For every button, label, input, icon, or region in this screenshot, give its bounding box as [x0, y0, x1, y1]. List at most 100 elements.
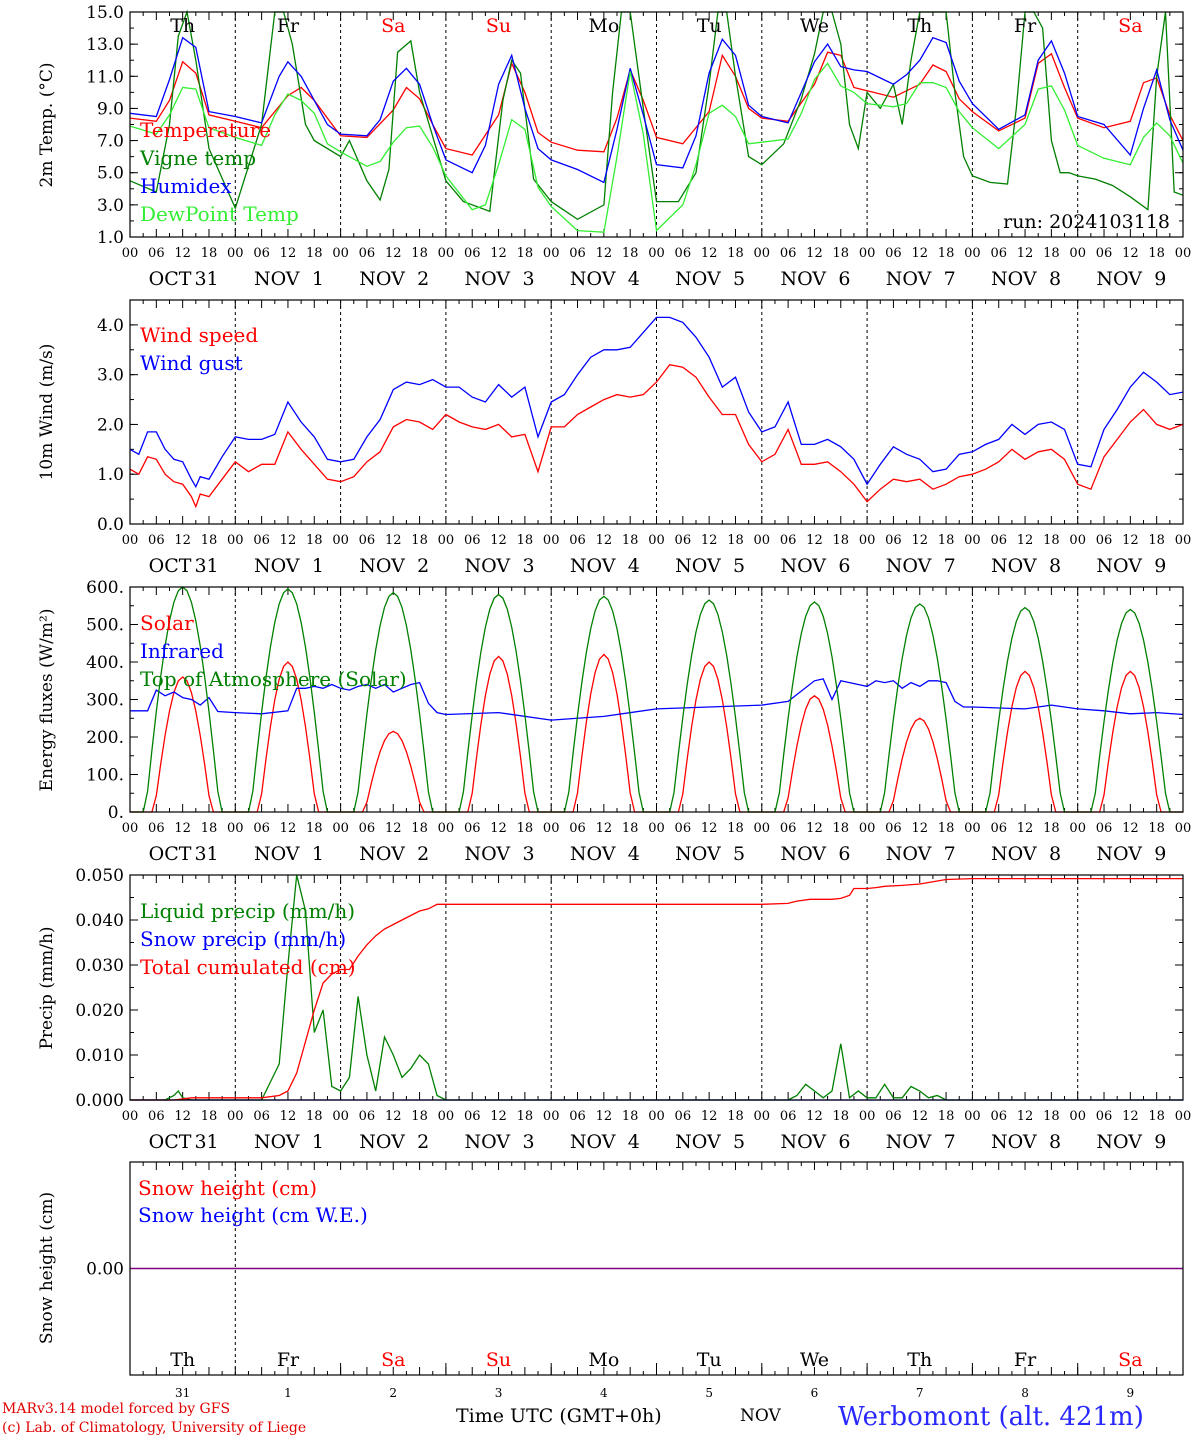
- plot-frame: [129, 11, 1184, 238]
- day-name-label: Tu: [697, 1349, 722, 1371]
- series-line: [130, 877, 1183, 1101]
- hour-tick-label: 06: [253, 246, 270, 261]
- legend-entry: DewPoint Temp: [140, 202, 299, 226]
- date-month-label: NOV: [570, 843, 616, 865]
- hour-tick-label: 12: [806, 1109, 823, 1124]
- legend-entry: Total cumulated (cm): [140, 955, 356, 979]
- hour-tick-label: 12: [1017, 246, 1034, 261]
- hour-tick-label: 06: [359, 1109, 376, 1124]
- hour-tick-label: 12: [911, 533, 928, 548]
- legend-entry: Snow height (cm W.E.): [138, 1203, 368, 1227]
- hour-tick-label: 12: [385, 533, 402, 548]
- hour-tick-label: 00: [1069, 246, 1086, 261]
- date-month-label: NOV: [780, 555, 826, 577]
- hour-tick-label: 06: [990, 533, 1007, 548]
- hour-tick-label: 06: [675, 821, 692, 836]
- month-label: NOV: [740, 1406, 781, 1426]
- date-day-label: 3: [522, 555, 534, 577]
- hour-tick-label: 12: [1122, 246, 1139, 261]
- date-month-label: NOV: [1096, 268, 1142, 290]
- hour-tick-label: 18: [517, 821, 534, 836]
- hour-tick-label: 06: [990, 821, 1007, 836]
- date-day-label: 8: [1049, 843, 1061, 865]
- date-day-label: 7: [916, 1386, 924, 1400]
- hour-tick-label: 18: [201, 821, 218, 836]
- day-name-label: Sa: [1118, 1349, 1142, 1371]
- y-tick-label: 400.: [86, 653, 124, 673]
- date-month-label: NOV: [991, 555, 1037, 577]
- hour-tick-label: 00: [754, 1109, 771, 1124]
- hour-tick-label: 18: [1043, 246, 1060, 261]
- hour-tick-label: 06: [253, 533, 270, 548]
- hour-tick-label: 00: [648, 246, 665, 261]
- plot-frame: [129, 874, 1184, 1101]
- date-day-label: 9: [1127, 1386, 1135, 1400]
- hour-tick-label: 00: [332, 533, 349, 548]
- y-axis-label: Energy fluxes (W/m²): [37, 609, 57, 792]
- date-month-label: NOV: [254, 268, 300, 290]
- hour-tick-label: 18: [727, 1109, 744, 1124]
- date-month-label: NOV: [465, 555, 511, 577]
- hour-tick-label: 00: [859, 821, 876, 836]
- hour-tick-label: 00: [1069, 821, 1086, 836]
- y-tick-label: 1.0: [97, 465, 124, 485]
- hour-tick-label: 18: [727, 821, 744, 836]
- hour-tick-label: 12: [174, 821, 191, 836]
- hour-tick-label: 00: [859, 533, 876, 548]
- date-month-label: NOV: [254, 1131, 300, 1153]
- hour-tick-label: 18: [306, 821, 323, 836]
- hour-tick-label: 06: [464, 533, 481, 548]
- date-month-label: OCT: [149, 555, 192, 577]
- date-month-label: NOV: [359, 268, 405, 290]
- precip-panel: 0.000 0.010 0.020 0.030 0.040 0.050 Precip (mm…: [37, 866, 1191, 1153]
- day-name-label: Su: [486, 1349, 511, 1371]
- date-month-label: NOV: [675, 843, 721, 865]
- hour-tick-label: 06: [359, 821, 376, 836]
- y-axis-label: 2m Temp. (°C): [37, 62, 57, 187]
- hour-tick-label: 00: [754, 533, 771, 548]
- day-name-label: Fr: [277, 15, 300, 37]
- day-name-label: Sa: [1118, 15, 1142, 37]
- hour-tick-label: 18: [833, 246, 850, 261]
- hour-tick-label: 18: [1148, 246, 1165, 261]
- plot-frame: [129, 586, 1184, 813]
- snow-panel: 0.00 Snow height (cm) Snow height (cm) Snow…: [37, 1161, 1184, 1400]
- hour-tick-label: 12: [596, 533, 613, 548]
- hour-tick-label: 06: [780, 246, 797, 261]
- day-name-label: We: [800, 15, 829, 37]
- hour-tick-label: 00: [1175, 821, 1192, 836]
- y-tick-label: 3.0: [97, 366, 124, 386]
- date-day-label: 7: [944, 843, 956, 865]
- day-name-label: Th: [170, 15, 195, 37]
- hour-tick-label: 12: [280, 246, 297, 261]
- hour-tick-label: 06: [569, 821, 586, 836]
- legend-entry: Temperature: [140, 118, 271, 142]
- hour-tick-label: 00: [1069, 533, 1086, 548]
- y-tick-label: 0.000: [75, 1091, 124, 1111]
- hour-tick-label: 18: [622, 1109, 639, 1124]
- hour-tick-label: 12: [1122, 533, 1139, 548]
- hour-tick-label: 18: [833, 1109, 850, 1124]
- hour-tick-label: 18: [622, 246, 639, 261]
- hour-tick-label: 12: [490, 821, 507, 836]
- hour-tick-label: 18: [201, 1109, 218, 1124]
- hour-tick-label: 00: [1069, 1109, 1086, 1124]
- y-tick-label: 3.0: [97, 196, 124, 216]
- date-month-label: NOV: [991, 843, 1037, 865]
- y-tick-label: 9.0: [97, 99, 124, 119]
- hour-tick-label: 18: [411, 246, 428, 261]
- model-credit-line1: MARv3.14 model forced by GFS: [2, 1401, 231, 1417]
- hour-tick-label: 12: [911, 246, 928, 261]
- hour-tick-label: 12: [1017, 821, 1034, 836]
- hour-tick-label: 06: [359, 246, 376, 261]
- hour-tick-label: 12: [596, 1109, 613, 1124]
- hour-tick-label: 06: [569, 1109, 586, 1124]
- day-name-label: Mo: [588, 15, 619, 37]
- hour-tick-label: 06: [675, 1109, 692, 1124]
- hour-tick-label: 00: [1175, 246, 1192, 261]
- y-tick-label: 11.0: [86, 67, 124, 87]
- day-name-label: Tu: [697, 15, 722, 37]
- day-name-label: Th: [907, 1349, 932, 1371]
- hour-tick-label: 06: [675, 246, 692, 261]
- y-tick-label: 300.: [86, 691, 124, 711]
